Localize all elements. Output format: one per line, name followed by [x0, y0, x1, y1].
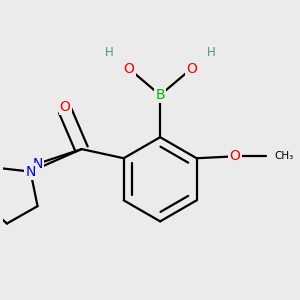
Text: O: O [230, 149, 241, 164]
Text: O: O [124, 62, 134, 76]
Text: CH₃: CH₃ [274, 152, 293, 161]
Text: H: H [104, 46, 113, 59]
Text: B: B [155, 88, 165, 102]
Text: H: H [207, 46, 216, 59]
Text: O: O [60, 100, 70, 114]
Text: N: N [32, 157, 43, 171]
Text: N: N [25, 165, 36, 178]
Text: O: O [186, 62, 197, 76]
